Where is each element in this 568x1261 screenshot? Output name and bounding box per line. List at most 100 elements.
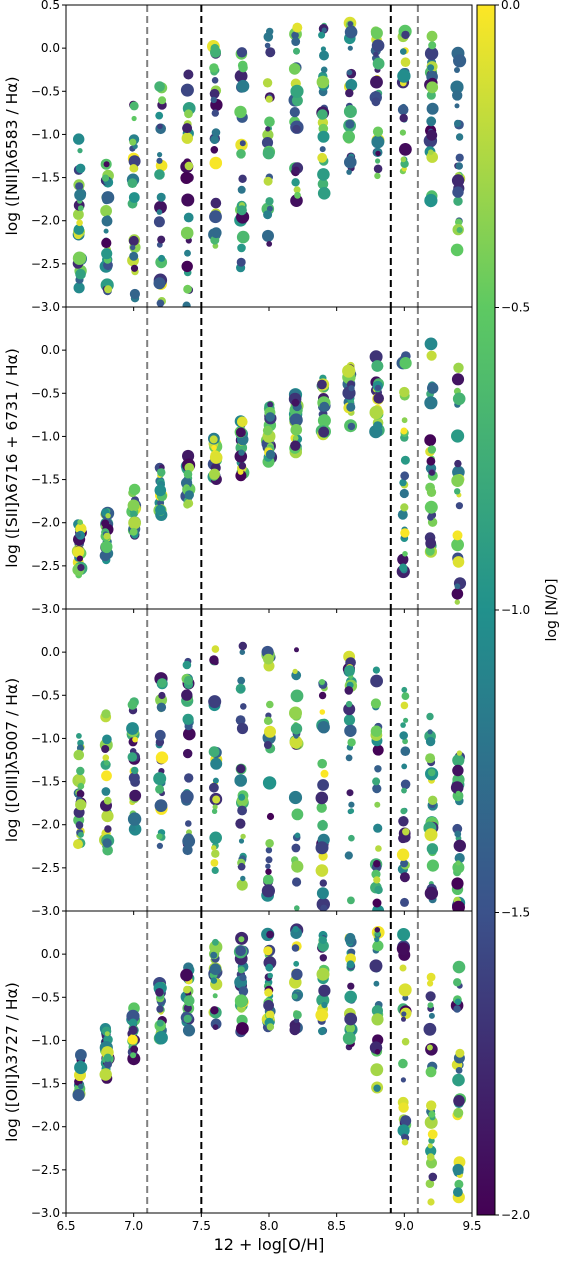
data-point	[294, 905, 300, 911]
data-point	[348, 385, 355, 392]
data-point	[212, 1024, 219, 1030]
data-point	[291, 95, 303, 107]
data-point	[369, 350, 383, 364]
data-point	[450, 243, 464, 257]
data-point	[425, 537, 437, 549]
data-point	[104, 825, 112, 833]
data-point	[129, 251, 139, 261]
data-point	[425, 1179, 435, 1188]
data-point	[291, 398, 300, 407]
data-point	[320, 66, 328, 74]
data-point	[424, 886, 439, 900]
data-point	[184, 161, 194, 171]
data-point	[292, 993, 298, 1000]
data-point	[319, 954, 327, 962]
data-point	[265, 126, 271, 132]
panel-3-points	[72, 641, 466, 911]
data-point	[264, 988, 273, 997]
data-point	[345, 1023, 356, 1033]
data-point	[238, 793, 246, 801]
data-point	[373, 823, 383, 833]
data-point	[290, 424, 303, 436]
data-point	[347, 45, 353, 51]
data-point	[454, 830, 462, 838]
data-point	[452, 960, 466, 974]
data-point	[319, 879, 327, 887]
data-point	[451, 588, 464, 600]
data-point	[156, 209, 163, 215]
data-point	[75, 268, 86, 280]
data-point	[291, 860, 304, 873]
data-point	[182, 844, 193, 856]
data-point	[426, 1100, 437, 1111]
data-point	[455, 502, 463, 510]
data-point	[427, 445, 437, 454]
data-point	[77, 564, 85, 572]
data-point	[266, 27, 274, 36]
data-point	[236, 1022, 249, 1035]
data-point	[210, 197, 222, 209]
data-point	[102, 754, 110, 761]
data-point	[240, 833, 246, 840]
data-point	[344, 665, 355, 676]
data-point	[128, 483, 141, 496]
y-tick-label: 0.0	[41, 343, 60, 357]
data-point	[265, 856, 273, 864]
data-point	[453, 1095, 465, 1107]
data-point	[424, 500, 438, 514]
panel-4-points	[72, 923, 467, 1206]
data-point	[400, 471, 410, 481]
data-point	[263, 741, 272, 749]
data-point	[321, 1001, 328, 1009]
data-point	[78, 1083, 84, 1090]
x-tick-label: 9.5	[462, 1219, 481, 1233]
data-point	[375, 931, 381, 937]
data-point	[290, 440, 301, 451]
data-point	[318, 123, 329, 134]
panel-4: 0.0 −0.5 −1.0 −1.5 −2.0 −2.5 −3.06.5 7.0 7.5 8.0 8…	[3, 910, 482, 1233]
data-point	[451, 429, 465, 443]
data-point	[156, 833, 163, 840]
data-point	[399, 872, 410, 883]
data-point	[317, 940, 329, 952]
data-point	[209, 782, 219, 793]
data-point	[289, 735, 303, 749]
data-point	[320, 904, 328, 911]
y-tick-label: −2.5	[31, 257, 60, 271]
colorbar-tick-label: −2.0	[501, 1208, 530, 1222]
data-point	[290, 689, 304, 703]
data-point	[156, 157, 163, 164]
data-point	[104, 1060, 112, 1069]
data-point	[182, 1024, 196, 1037]
data-point	[266, 700, 274, 709]
data-point	[452, 90, 463, 101]
y-tick-label: −2.5	[31, 1163, 60, 1177]
data-point	[294, 191, 301, 199]
data-point	[399, 478, 407, 487]
data-point	[236, 257, 246, 267]
data-point	[180, 226, 194, 240]
data-point	[426, 843, 439, 855]
data-point	[454, 119, 462, 127]
data-point	[130, 244, 136, 251]
y-tick-label: 0.5	[41, 0, 60, 12]
data-point	[263, 176, 273, 186]
data-point	[127, 752, 138, 762]
data-point	[263, 1000, 274, 1011]
data-point	[211, 109, 219, 117]
data-point	[453, 1187, 463, 1197]
data-point	[425, 1066, 437, 1078]
data-point	[238, 986, 249, 996]
data-point	[104, 1031, 110, 1037]
data-point	[316, 75, 330, 89]
data-point	[452, 556, 465, 568]
data-point	[397, 553, 409, 566]
data-point	[373, 876, 381, 884]
data-point	[347, 21, 354, 27]
data-point	[454, 488, 461, 495]
panels: 0.5 0.0 −0.5 −1.0 −1.5 −2.0 −2.5 −3.0 log ([NII]…	[3, 0, 482, 1254]
data-point	[374, 927, 381, 933]
data-point	[261, 884, 275, 898]
data-point	[238, 838, 245, 844]
data-point	[454, 459, 462, 468]
